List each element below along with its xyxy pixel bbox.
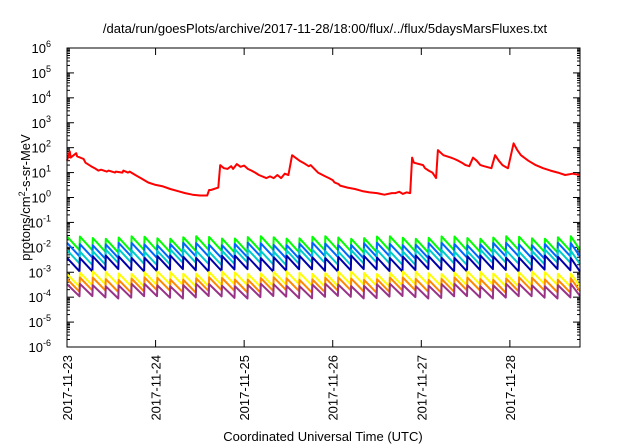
x-tick-label: 2017-11-27 — [414, 355, 429, 421]
y-tick-label: 104 — [32, 89, 51, 106]
y-tick-label: 103 — [32, 114, 51, 131]
y-tick-label: 10-3 — [29, 263, 51, 280]
y-tick-label: 10-2 — [29, 238, 51, 255]
x-tick-label: 2017-11-25 — [237, 355, 252, 421]
y-tick-label: 10-4 — [29, 288, 51, 305]
x-tick-label: 2017-11-28 — [503, 355, 518, 421]
y-tick-label: 10-5 — [29, 313, 51, 330]
y-tick-label: 100 — [32, 189, 51, 206]
series-line-8 — [66, 282, 581, 300]
x-tick-label: 2017-11-24 — [149, 355, 164, 421]
chart-title: /data/run/goesPlots/archive/2017-11-28/1… — [103, 21, 548, 36]
x-ticks: 2017-11-23 2017-11-24 2017-11-25 2017-11-26… — [60, 48, 518, 421]
series-layer — [66, 142, 581, 300]
y-tick-label: 10-6 — [29, 338, 51, 355]
y-ticks: 10-6 10-5 10-4 10-3 10-2 10-1 100 101 102 103 104 1… — [29, 39, 580, 355]
y-tick-label: 102 — [32, 139, 51, 156]
y-tick-label: 105 — [32, 64, 51, 81]
x-tick-label: 2017-11-23 — [60, 355, 75, 421]
x-axis-label: Coordinated Universal Time (UTC) — [223, 429, 422, 444]
y-tick-label: 101 — [32, 164, 51, 181]
x-tick-label: 2017-11-26 — [326, 355, 341, 421]
series-line-5 — [66, 254, 581, 273]
y-axis-label: protons/cm2-s-sr-MeV — [17, 134, 33, 261]
series-line-1 — [66, 142, 581, 197]
y-tick-label: 106 — [32, 39, 51, 56]
y-tick-label: 10-1 — [29, 213, 51, 230]
plot-frame — [66, 47, 581, 348]
